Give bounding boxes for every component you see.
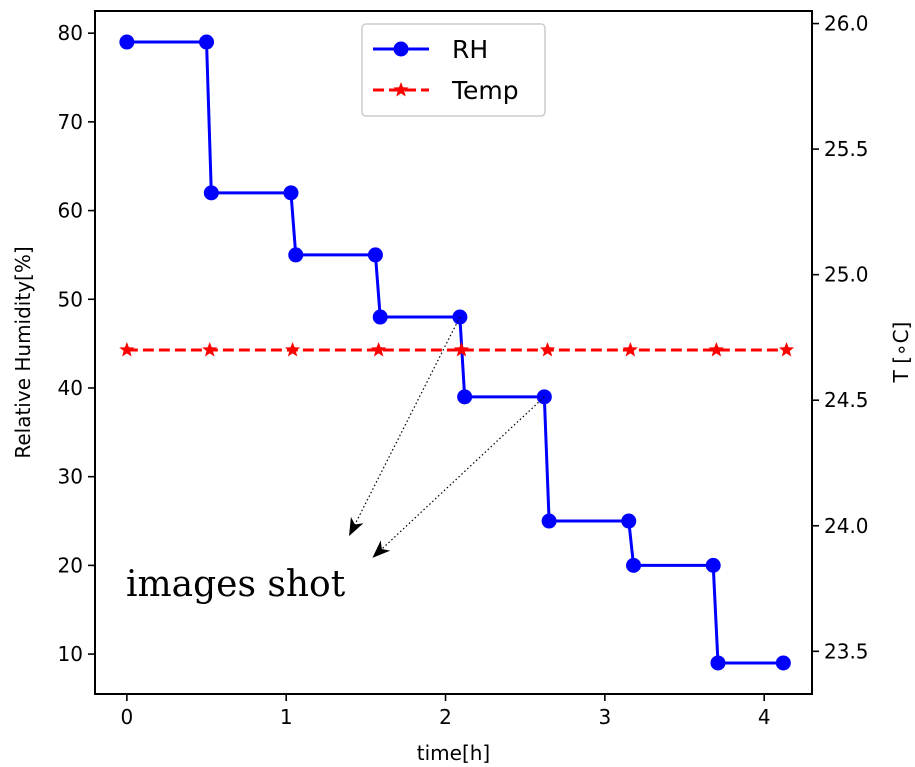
y-right-tick-label: 23.5: [824, 639, 869, 663]
data-point-rh: [621, 513, 637, 529]
y-left-tick-label: 50: [58, 287, 83, 311]
x-tick-label: 2: [439, 705, 452, 729]
y-left-tick-label: 10: [58, 642, 83, 666]
x-axis-label: time[h]: [417, 741, 490, 765]
series-layer: [119, 34, 795, 671]
x-tick-label: 4: [758, 705, 771, 729]
plot-frame: [94, 10, 813, 695]
legend-marker-temp: [393, 82, 409, 97]
data-point-temp: [778, 341, 795, 357]
data-point-rh: [705, 557, 721, 573]
data-point-rh: [283, 185, 299, 201]
data-point-rh: [775, 655, 791, 671]
data-point-rh: [457, 389, 473, 405]
y-left-tick-label: 30: [58, 465, 83, 489]
annotation-arrow: [349, 316, 461, 537]
data-point-rh: [372, 309, 388, 325]
legend-label-temp: Temp: [451, 76, 519, 105]
annotation-text: images shot: [126, 564, 346, 605]
data-point-temp: [539, 341, 556, 357]
y-axis-left-label: Relative Humidity[%]: [11, 246, 35, 458]
data-point-temp: [622, 341, 638, 357]
data-point-rh: [203, 185, 219, 201]
legend-marker-rh: [393, 41, 409, 57]
data-point-temp: [708, 341, 725, 357]
data-point-temp: [453, 341, 470, 357]
data-point-rh: [199, 34, 215, 50]
legend-label-rh: RH: [452, 35, 488, 64]
y-right-tick-label: 25.5: [824, 137, 869, 161]
y-right-tick-label: 24.5: [824, 388, 869, 412]
data-point-rh: [626, 557, 642, 573]
x-tick-label: 3: [598, 705, 611, 729]
y-right-tick-label: 24.0: [824, 514, 869, 538]
x-tick-label: 1: [280, 705, 293, 729]
data-point-temp: [202, 341, 218, 357]
y-right-tick-label: 25.0: [824, 263, 869, 287]
y-left-tick-label: 80: [58, 21, 83, 45]
y-left-tick-label: 70: [58, 110, 83, 134]
series-line-rh: [126, 40, 784, 665]
y-left-tick-label: 20: [58, 553, 83, 577]
data-point-rh: [710, 655, 726, 671]
data-point-temp: [371, 341, 387, 357]
annotation-arrow: [372, 396, 545, 558]
y-left-tick-label: 60: [58, 199, 83, 223]
legend: RH Temp: [361, 23, 546, 117]
y-right-tick-label: 26.0: [824, 12, 869, 36]
y-axis-right-label: T [∘C]: [889, 322, 913, 384]
data-point-temp: [284, 341, 301, 357]
y-left-tick-label: 40: [58, 376, 83, 400]
data-point-temp: [119, 341, 135, 357]
data-point-rh: [367, 247, 383, 263]
annotation-layer: [349, 316, 545, 558]
x-tick-label: 0: [120, 705, 133, 729]
data-point-rh: [541, 513, 557, 529]
data-point-rh: [119, 34, 135, 50]
data-point-rh: [288, 247, 304, 263]
ticks-layer: 0 1 2 3 4 10 20 30 40 50 60 70 80 23.5 24.0 24.5 25.0 25.…: [58, 12, 869, 729]
